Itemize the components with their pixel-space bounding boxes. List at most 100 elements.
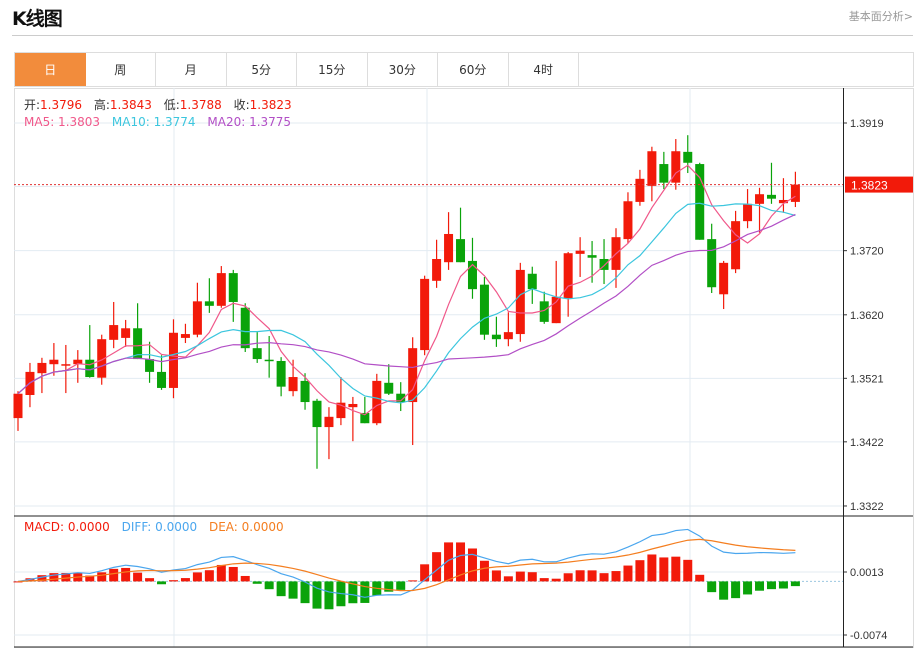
ma10-value: MA10: 1.3774 [111,115,196,129]
tab-4hour[interactable]: 4时 [509,53,579,86]
candle-up [563,253,573,299]
candle-up [503,332,513,340]
candle-down [240,307,250,349]
candle-down [252,348,262,360]
divider [12,35,913,36]
candle-up [408,348,418,403]
tab-week[interactable]: 周 [86,53,156,86]
close-value: 1.3823 [249,98,292,112]
fundamental-analysis-link[interactable]: 基本面分析> [848,10,913,23]
macd-bar [145,578,155,582]
dea-line [17,538,796,592]
macd-bar [456,542,466,582]
candle-up [623,201,633,240]
macd-bar [766,581,776,590]
macd-bar [276,581,286,597]
macd-bar [515,571,525,582]
macd-bar [228,566,238,582]
high-value: 1.3843 [109,98,152,112]
macd-bar [575,570,585,582]
candle-up [73,359,83,365]
macd-bar [491,570,501,582]
ma-legend: MA5: 1.3803 MA10: 1.3774 MA20: 1.3775 [24,115,299,129]
ma5-value: MA5: 1.3803 [24,115,101,129]
macd-tick-label: -0.0074 [850,630,887,642]
macd-bar [743,581,753,595]
candle-up [348,403,358,408]
candle-up [109,325,119,340]
macd-bar [97,572,107,582]
candle-down [707,239,717,288]
macd-bar [300,581,310,604]
candle-down [479,284,489,335]
candle-up [420,278,430,351]
ma20-line [17,213,796,395]
current-price-tag [845,176,913,193]
candle-down [695,164,705,240]
macd-bar [264,581,274,590]
ma10-line [17,202,796,404]
diff-value: DIFF: 0.0000 [121,520,198,534]
candle-down [766,194,776,199]
tab-month[interactable]: 月 [156,53,227,86]
macd-bar [563,573,573,582]
macd-bar [348,581,358,604]
price-tick-label: 1.3720 [850,246,884,258]
period-tabs: 日 周 月 5分 15分 30分 60分 4时 [14,52,914,87]
macd-bar [695,574,705,582]
macd-bar [360,581,370,603]
macd-bar [790,581,800,587]
candle-down [456,239,466,263]
candle-down [360,412,370,424]
macd-bar [719,581,729,600]
tab-60min[interactable]: 60分 [438,53,509,86]
candle-down [599,258,609,270]
macd-bar [180,578,190,582]
tab-day[interactable]: 日 [15,53,86,86]
candle-up [432,258,442,281]
tab-30min[interactable]: 30分 [368,53,438,86]
candle-down [204,301,214,306]
candle-up [647,151,657,186]
macd-bar [37,575,47,582]
candle-up [444,233,454,263]
macd-bar [527,572,537,582]
macd-bar [384,581,394,592]
open-value: 1.3796 [40,98,83,112]
candle-up [61,364,71,366]
candle-up [97,339,107,378]
candle-up [671,151,681,183]
macd-bar [611,571,621,582]
low-value: 1.3788 [179,98,222,112]
tab-15min[interactable]: 15分 [297,53,368,86]
macd-bar [121,567,131,582]
price-tick-label: 1.3620 [850,310,884,322]
dea-value: DEA: 0.0000 [208,520,284,534]
candle-up [778,199,788,204]
macd-bar [204,570,214,582]
candle-up [575,250,585,254]
macd-bar [755,581,765,591]
candle-up [515,269,525,335]
macd-bar [503,576,513,582]
macd-bar [647,554,657,582]
macd-bar [109,568,119,582]
macd-bar [539,578,549,582]
macd-bar [408,580,418,582]
candle-up [288,377,298,392]
price-tick-label: 1.3422 [850,437,884,449]
candle-down [467,260,477,290]
macd-bar [731,581,741,599]
macd-bar [707,581,717,593]
candle-down [157,371,167,388]
macd-bar [444,542,454,582]
macd-bar [420,564,430,582]
macd-tick-label: 0.0013 [850,567,884,579]
macd-bar [49,573,59,582]
candle-up [635,178,645,202]
macd-bar [551,578,561,582]
macd-bar [396,581,406,590]
tab-5min[interactable]: 5分 [227,53,297,86]
macd-bar [324,581,334,610]
